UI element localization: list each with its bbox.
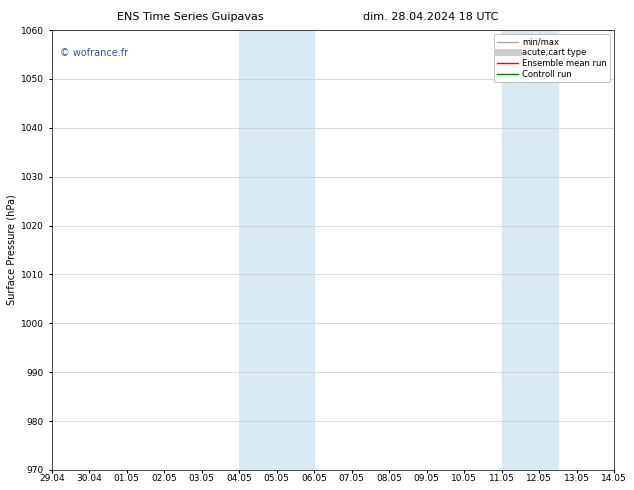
Text: ENS Time Series Guipavas: ENS Time Series Guipavas [117,12,264,22]
Text: © wofrance.fr: © wofrance.fr [60,48,128,58]
Text: dim. 28.04.2024 18 UTC: dim. 28.04.2024 18 UTC [363,12,499,22]
Y-axis label: Surface Pressure (hPa): Surface Pressure (hPa) [7,195,17,305]
Legend: min/max, acute;cart type, Ensemble mean run, Controll run: min/max, acute;cart type, Ensemble mean … [494,34,610,82]
Bar [501,30,558,470]
Bar [239,30,314,470]
